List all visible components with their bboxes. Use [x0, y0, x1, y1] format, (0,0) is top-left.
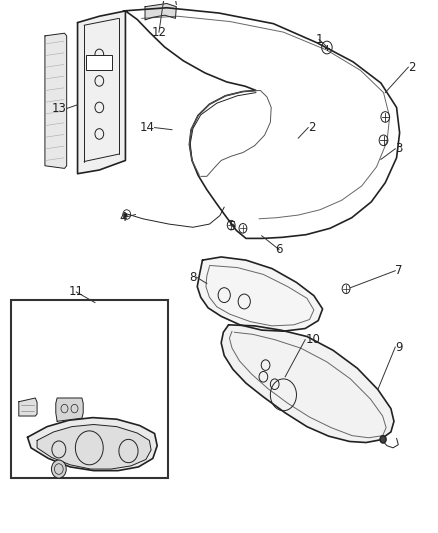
Text: 3: 3 — [395, 142, 403, 155]
Polygon shape — [197, 257, 322, 331]
Text: 10: 10 — [305, 333, 320, 346]
Text: 6: 6 — [276, 243, 283, 256]
Polygon shape — [78, 11, 125, 174]
Polygon shape — [28, 418, 157, 471]
Text: 2: 2 — [408, 61, 416, 74]
Text: 9: 9 — [395, 341, 403, 353]
Polygon shape — [37, 424, 151, 469]
Polygon shape — [56, 398, 83, 421]
Text: 12: 12 — [152, 26, 166, 38]
Bar — [86, 55, 112, 70]
Text: 11: 11 — [69, 286, 84, 298]
Text: 2: 2 — [308, 121, 316, 134]
Polygon shape — [145, 4, 177, 20]
Text: 14: 14 — [140, 121, 155, 134]
Polygon shape — [221, 325, 394, 442]
Text: 5: 5 — [228, 220, 236, 233]
Text: 4: 4 — [120, 211, 127, 224]
Polygon shape — [45, 33, 67, 168]
Circle shape — [380, 435, 386, 443]
Text: 7: 7 — [395, 264, 403, 277]
Circle shape — [51, 460, 66, 478]
Text: 13: 13 — [52, 102, 67, 115]
Polygon shape — [19, 398, 37, 416]
Text: 8: 8 — [189, 271, 196, 284]
Bar — [11, 300, 168, 478]
Text: 1: 1 — [315, 33, 323, 46]
